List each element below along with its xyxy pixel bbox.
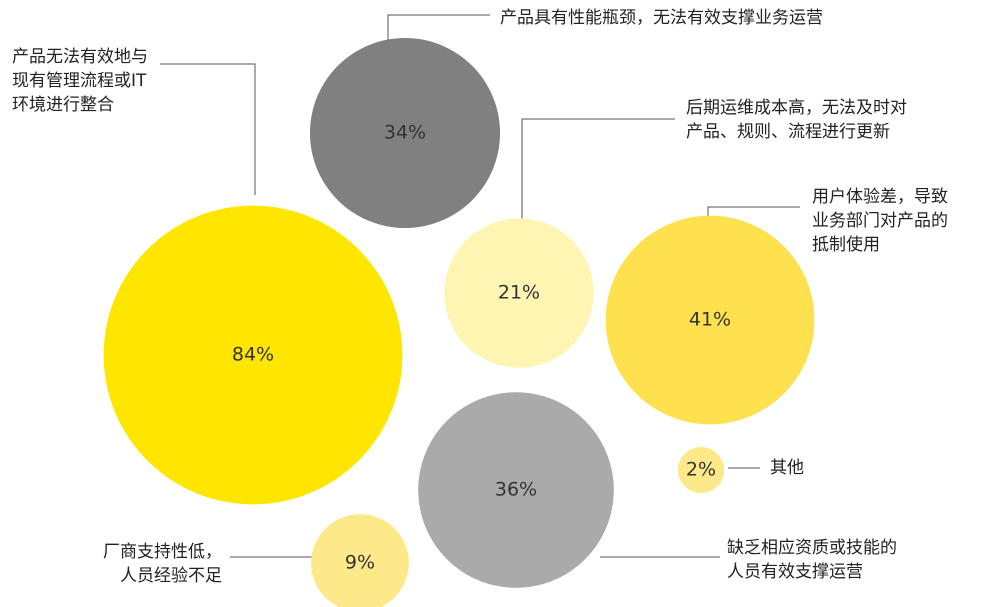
bubble-label: 产品、规则、流程进行更新 <box>686 122 890 142</box>
value-label: 36% <box>495 479 537 501</box>
bubble-label: 厂商支持性低， <box>103 542 222 562</box>
bubble-label: 抵制使用 <box>812 234 880 255</box>
value-label: 21% <box>498 282 540 304</box>
bubble-label: 人员有效支撑运营 <box>727 562 863 582</box>
bubble <box>103 205 403 505</box>
value-label: 9% <box>345 552 375 574</box>
leader-line <box>707 206 800 218</box>
leader-line <box>521 118 675 228</box>
bubble <box>444 218 594 368</box>
bubble <box>309 37 501 229</box>
bubble <box>311 514 409 607</box>
bubble-label: 产品具有性能瓶颈，无法有效支撑业务运营 <box>500 8 823 28</box>
bubble-label: 人员经验不足 <box>120 566 222 586</box>
bubble-label: 现有管理流程或IT <box>12 71 147 91</box>
bubble <box>605 215 815 425</box>
bubble <box>418 392 614 588</box>
value-label: 41% <box>689 309 731 331</box>
bubble-label: 业务部门对产品的 <box>812 211 948 231</box>
bubble-label: 产品无法有效地与 <box>12 47 148 67</box>
leader-line <box>387 14 490 40</box>
leader-line <box>160 63 256 195</box>
value-label: 34% <box>384 122 426 144</box>
bubble-label: 用户体验差，导致 <box>812 187 948 207</box>
bubble-label: 后期运维成本高，无法及时对 <box>686 98 907 118</box>
value-label: 84% <box>232 344 274 366</box>
bubble-label: 其他 <box>770 458 804 478</box>
bubble-label: 环境进行整合 <box>12 95 114 115</box>
bubble-label: 缺乏相应资质或技能的 <box>727 538 897 558</box>
bubble <box>677 446 725 494</box>
value-label: 2% <box>686 459 716 481</box>
